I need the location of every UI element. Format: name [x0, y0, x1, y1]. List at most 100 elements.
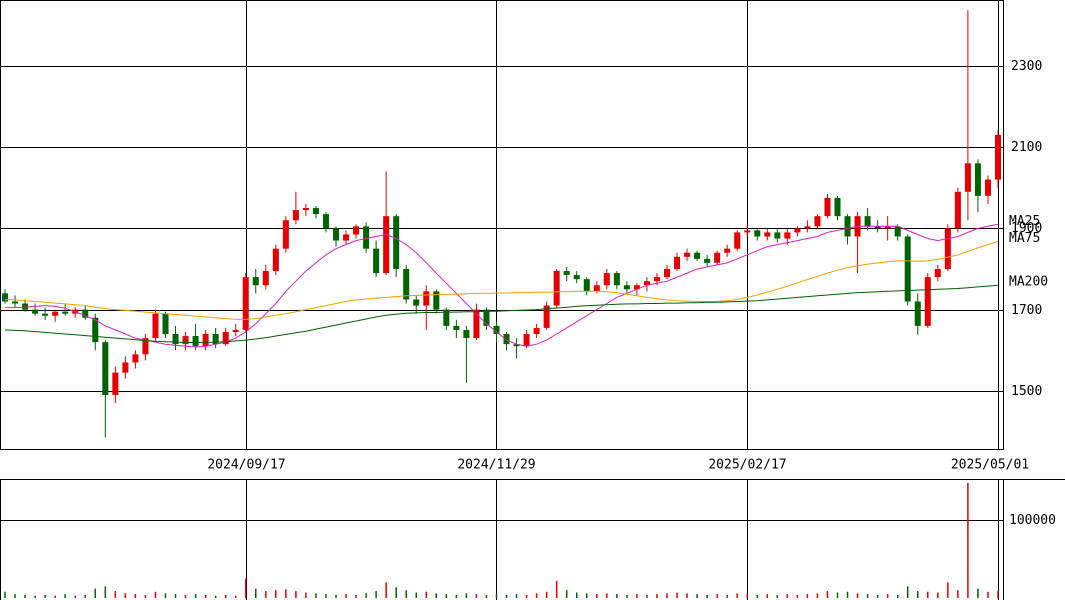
volume-bar — [255, 588, 257, 598]
volume-bar — [445, 594, 448, 598]
volume-bar — [646, 594, 648, 598]
volume-bar — [866, 594, 869, 598]
candle-body — [794, 228, 801, 233]
volume-bar — [555, 580, 558, 598]
candle-body — [12, 301, 19, 304]
candle-body — [974, 163, 981, 196]
volume-frame — [0, 479, 1004, 600]
volume-bar — [896, 594, 899, 598]
volume-bar — [285, 589, 287, 598]
volume-bar — [475, 594, 478, 598]
candle-body — [824, 197, 831, 217]
candle-body — [744, 230, 751, 233]
candle-body — [222, 331, 229, 345]
candle-body — [453, 325, 460, 330]
volume-bar — [355, 594, 357, 598]
candle-body — [232, 329, 239, 332]
volume-bar — [886, 594, 889, 598]
volume-bar — [144, 594, 147, 598]
volume-bar — [64, 594, 66, 598]
candle-body — [834, 197, 841, 217]
volume-bar — [656, 594, 658, 598]
candle-body — [393, 216, 400, 269]
volume-bar — [104, 586, 107, 598]
candle-body — [373, 248, 380, 274]
candle-body — [82, 309, 89, 318]
candle-body — [112, 372, 119, 395]
volume-bar — [626, 594, 628, 598]
candle-body — [262, 271, 269, 286]
volume-bar — [575, 592, 578, 598]
volume-bar — [846, 591, 849, 598]
candle-body — [142, 338, 149, 355]
candle-body — [623, 285, 630, 290]
volume-bar — [806, 594, 809, 598]
candle-body — [132, 354, 139, 363]
volume-bar — [987, 591, 989, 598]
volume-bar — [706, 594, 708, 598]
volume-bar — [616, 594, 618, 598]
candle-body — [202, 334, 209, 347]
volume-bar — [957, 590, 959, 598]
volume-bar — [405, 590, 407, 598]
candle-body — [734, 232, 741, 249]
candle-body — [864, 216, 871, 227]
candle-body — [633, 285, 640, 290]
candle-body — [353, 226, 360, 235]
candle-body — [764, 232, 771, 237]
volume-bar — [485, 594, 488, 598]
volume-bar — [505, 594, 508, 598]
y-tick-label: 1500 — [1011, 384, 1042, 399]
volume-bar — [124, 593, 127, 598]
candle-body — [162, 313, 169, 335]
volume-bar — [967, 482, 969, 598]
volume-bar — [465, 593, 468, 598]
volume-bar — [977, 588, 979, 598]
candle-body — [172, 334, 179, 345]
candle-body — [694, 252, 701, 259]
x-tick-label: 2025/02/17 — [708, 458, 786, 473]
candle-body — [182, 336, 189, 345]
volume-bar — [345, 594, 347, 598]
candle-body — [714, 252, 721, 263]
y-tick-label: 1700 — [1011, 303, 1042, 318]
volume-bar — [74, 595, 76, 598]
candle-body — [553, 271, 560, 306]
moving-average-line — [4, 240, 999, 320]
candle-body — [954, 191, 961, 229]
candle-body — [62, 311, 69, 314]
volume-bar — [395, 587, 397, 598]
candle-body — [804, 226, 811, 229]
candle-body — [433, 291, 440, 310]
volume-bar — [916, 591, 919, 598]
volume-bar — [746, 594, 748, 598]
volume-bar — [947, 582, 949, 598]
candle-body — [573, 275, 580, 280]
volume-bar — [154, 591, 157, 598]
volume-bar — [174, 594, 177, 598]
x-tick-label: 2024/11/29 — [457, 458, 535, 473]
candle-body — [884, 226, 891, 229]
candle-body — [383, 216, 390, 274]
volume-bar — [586, 593, 588, 598]
volume-bar — [4, 591, 6, 598]
volume-bar — [666, 593, 668, 598]
candle-body — [363, 226, 370, 249]
candle-body — [784, 232, 791, 239]
candle-body — [92, 317, 99, 343]
candle-body — [643, 281, 650, 286]
candle-body — [473, 309, 480, 339]
candle-body — [292, 210, 299, 221]
volume-bar — [415, 592, 417, 598]
volume-bar — [335, 594, 337, 598]
volume-bar — [796, 594, 799, 598]
candle-body — [724, 248, 731, 253]
volume-bar — [385, 582, 387, 598]
candle-body — [22, 303, 29, 310]
candle-body — [212, 334, 219, 345]
candle-body — [533, 327, 540, 335]
volume-bar — [435, 593, 438, 598]
volume-tick-label: 100000 — [1009, 513, 1056, 528]
volume-bar — [164, 593, 167, 598]
